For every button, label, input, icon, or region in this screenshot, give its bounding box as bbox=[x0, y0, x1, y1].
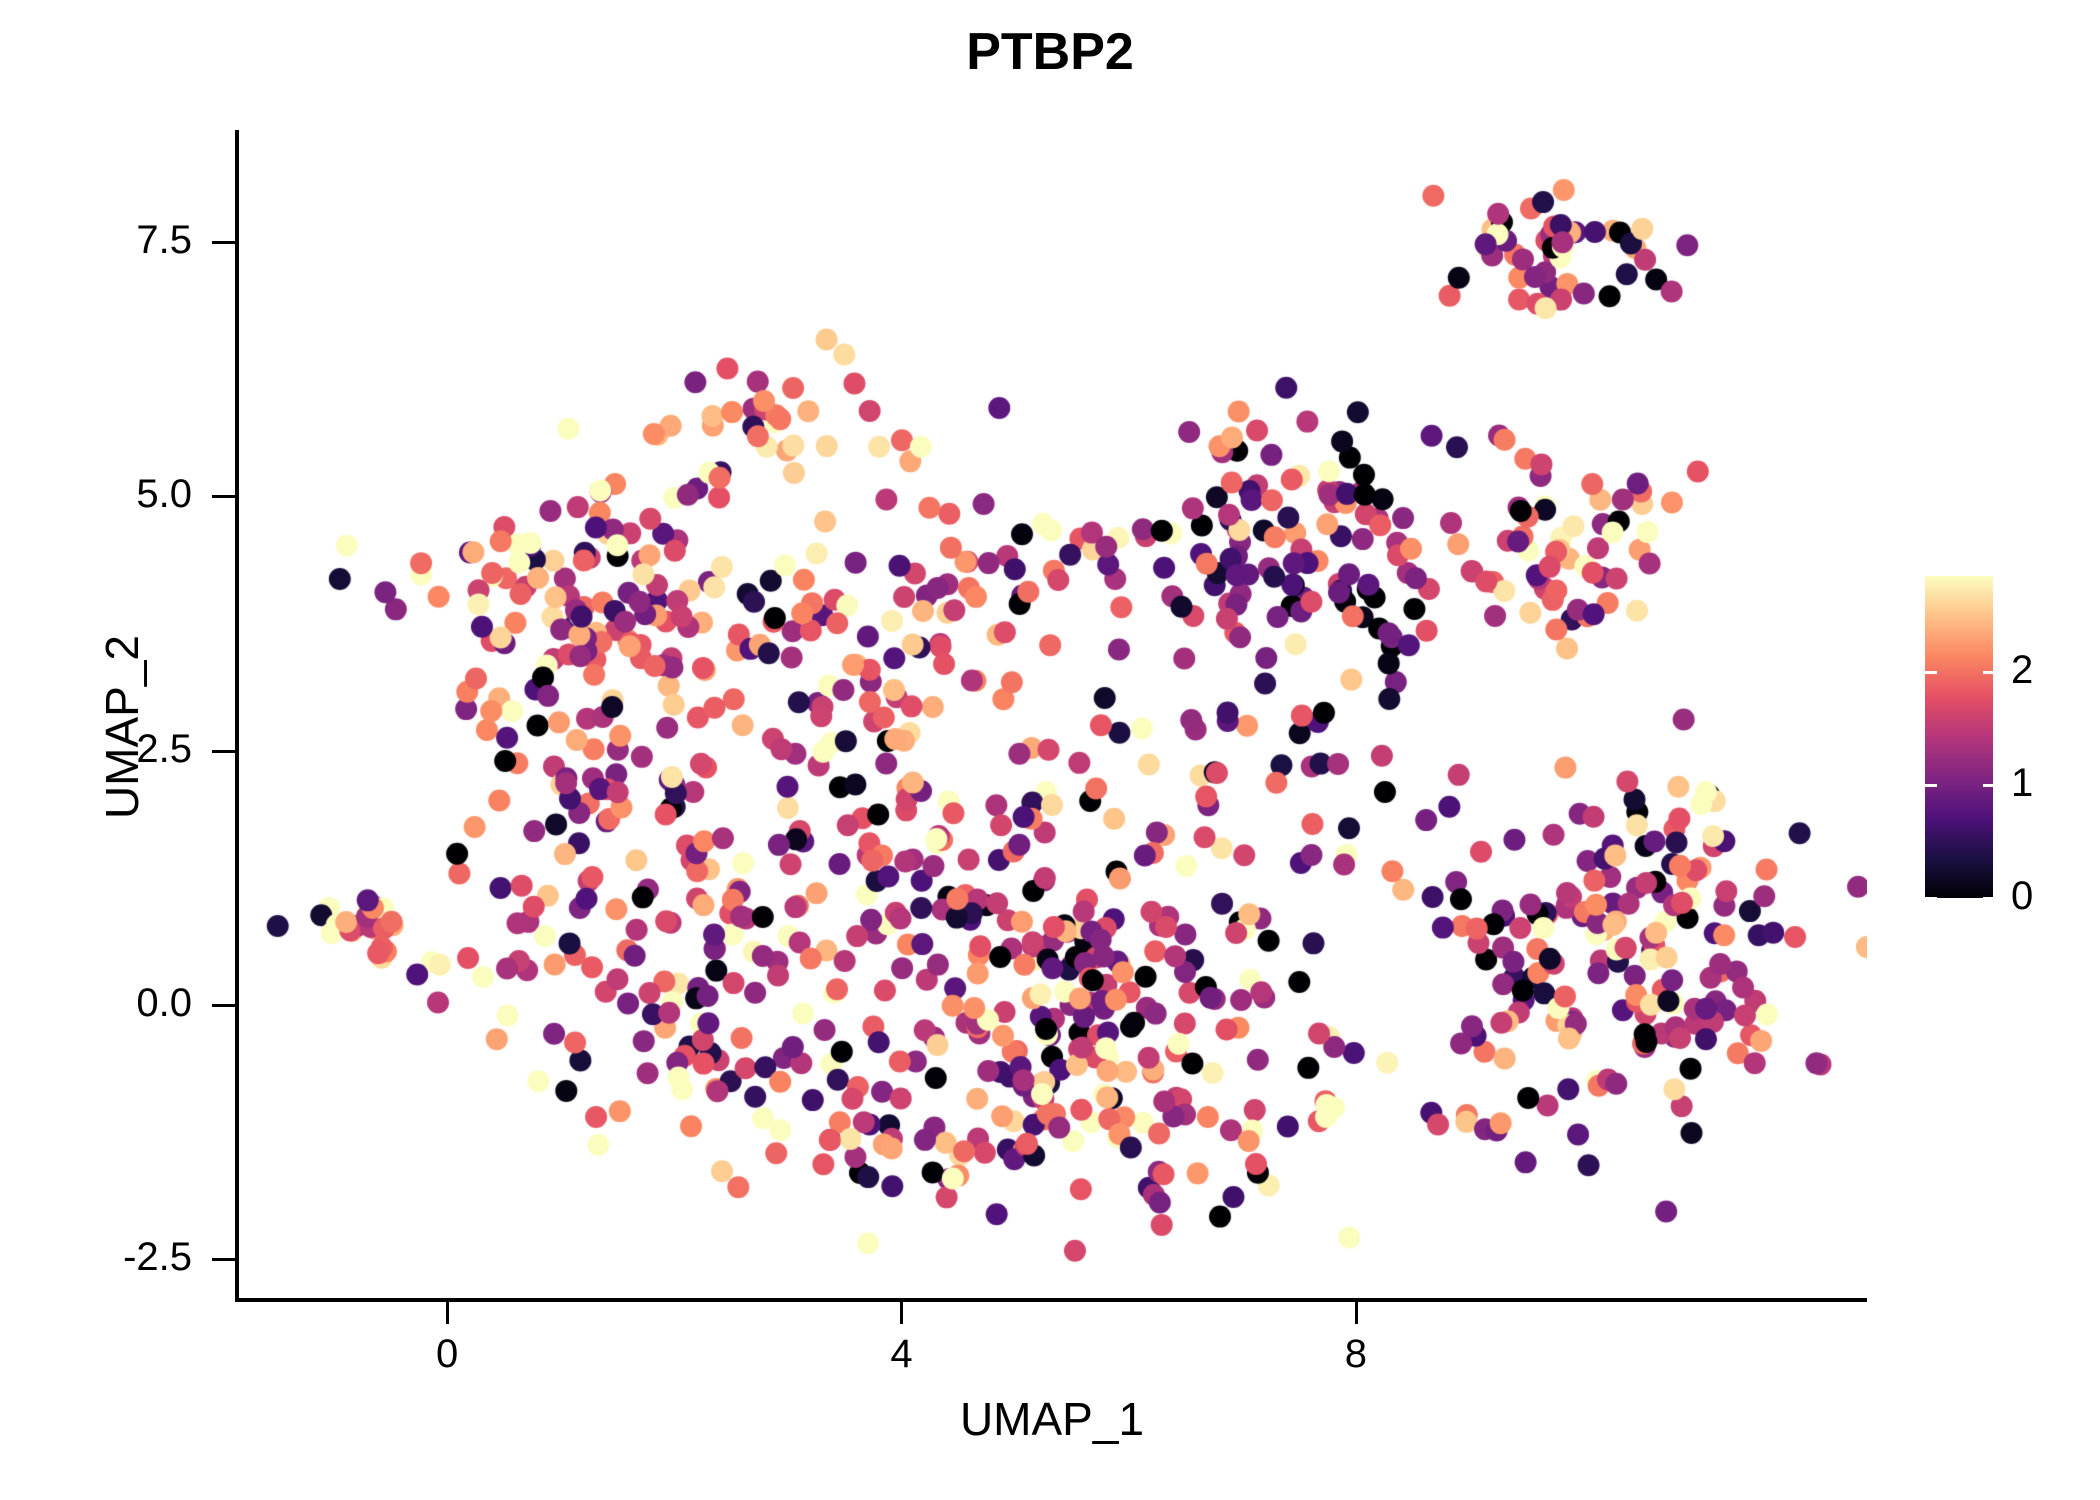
y-tick-label: 7.5 bbox=[136, 217, 192, 262]
y-axis-line bbox=[235, 130, 239, 1302]
x-tick-mark bbox=[1354, 1302, 1358, 1324]
colorbar-tick-label: 2 bbox=[2011, 648, 2034, 693]
x-tick-label: 8 bbox=[1344, 1332, 1367, 1376]
colorbar-tick-mark bbox=[1983, 671, 1995, 675]
page-title: PTBP2 bbox=[966, 23, 1134, 81]
y-tick-label: 0.0 bbox=[136, 980, 192, 1025]
y-tick-label: -2.5 bbox=[123, 1235, 192, 1280]
colorbar-tick-label: 0 bbox=[2011, 874, 2034, 918]
y-tick-label: 2.5 bbox=[136, 726, 192, 771]
y-tick-mark bbox=[212, 749, 236, 753]
colorbar-tick-mark bbox=[1925, 897, 1937, 900]
x-axis-label: UMAP_1 bbox=[959, 1393, 1145, 1445]
y-tick-mark bbox=[212, 1003, 236, 1007]
colorbar-gradient bbox=[1925, 576, 1993, 898]
colorbar-tick-mark bbox=[1983, 897, 1995, 900]
colorbar-legend: 0 1 2 bbox=[1925, 576, 2033, 916]
x-tick-mark bbox=[900, 1302, 904, 1324]
plot-panel bbox=[237, 130, 1867, 1300]
x-tick-label: 4 bbox=[890, 1332, 913, 1376]
colorbar-tick-mark bbox=[1925, 784, 1937, 788]
y-tick-mark bbox=[212, 495, 236, 499]
x-axis-line bbox=[235, 1298, 1867, 1302]
x-tick-label: 0 bbox=[436, 1332, 459, 1376]
colorbar-tick-mark bbox=[1925, 671, 1937, 675]
scatter-points-layer bbox=[237, 130, 1867, 1300]
colorbar-tick-label: 1 bbox=[2011, 761, 2034, 806]
y-axis-label: UMAP_2 bbox=[96, 634, 148, 820]
x-tick-mark bbox=[446, 1302, 450, 1324]
colorbar-tick-mark bbox=[1983, 784, 1995, 788]
y-tick-label: 5.0 bbox=[136, 472, 192, 517]
y-tick-mark bbox=[212, 240, 236, 244]
y-tick-mark bbox=[212, 1258, 236, 1262]
